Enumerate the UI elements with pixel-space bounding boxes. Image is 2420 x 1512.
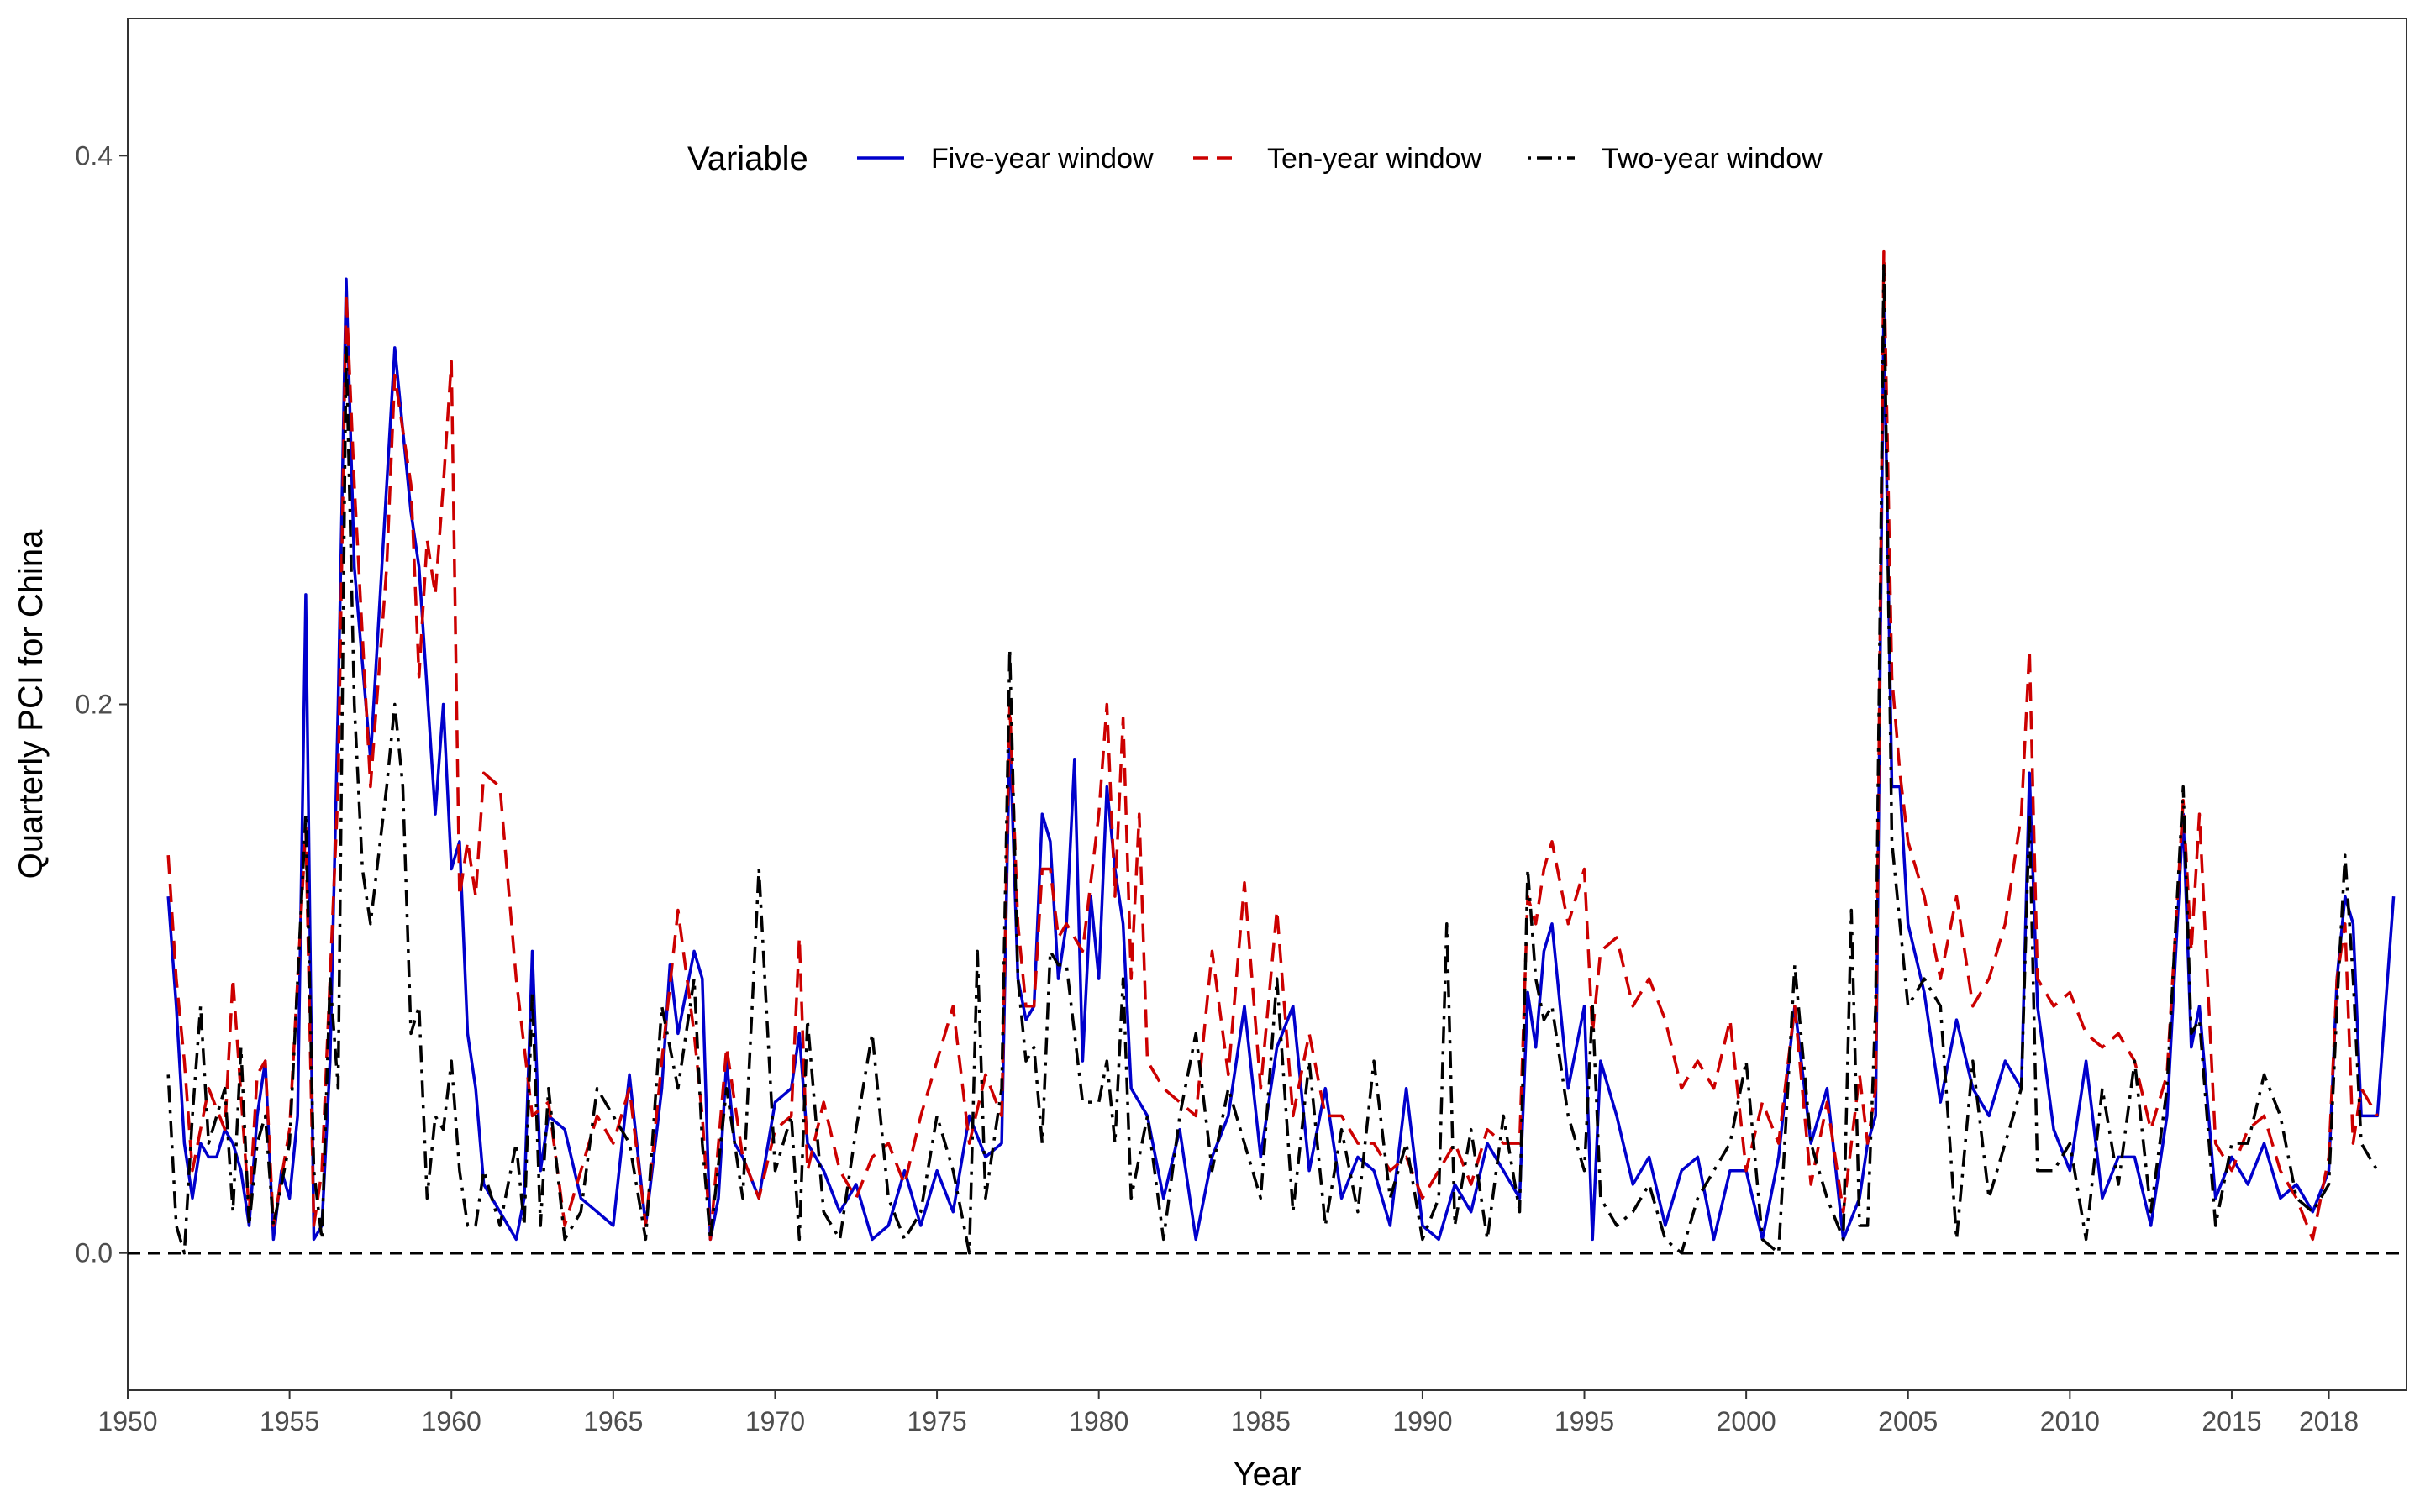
y-axis-title: Quarterly PCI for China bbox=[13, 529, 50, 879]
x-tick-label: 1980 bbox=[1069, 1406, 1128, 1436]
legend-label-2: Two-year window bbox=[1602, 143, 1823, 175]
x-tick-label: 1965 bbox=[583, 1406, 643, 1436]
legend-label-0: Five-year window bbox=[931, 143, 1154, 175]
x-axis: 1950 1955 1960 1965 1970 1975 1980 1985 1990 1995… bbox=[97, 1390, 2359, 1436]
y-axis: 0.0 0.2 0.4 bbox=[76, 140, 128, 1268]
x-tick-label: 2005 bbox=[1878, 1406, 1938, 1436]
legend: Variable Five-year window Ten-year window… bbox=[687, 140, 1823, 177]
x-tick-label: 1990 bbox=[1392, 1406, 1452, 1436]
y-tick-label: 0.0 bbox=[76, 1238, 113, 1268]
x-tick-label: 1970 bbox=[745, 1406, 805, 1436]
x-tick-label: 2000 bbox=[1717, 1406, 1776, 1436]
x-tick-label: 2010 bbox=[2040, 1406, 2100, 1436]
legend-title: Variable bbox=[687, 140, 808, 177]
x-tick-label: 1995 bbox=[1555, 1406, 1614, 1436]
x-tick-label: 1975 bbox=[907, 1406, 966, 1436]
x-axis-title: Year bbox=[1234, 1456, 1302, 1493]
x-tick-label: 2018 bbox=[2299, 1406, 2359, 1436]
legend-label-1: Ten-year window bbox=[1267, 143, 1482, 175]
x-tick-label: 1950 bbox=[97, 1406, 157, 1436]
series-layer bbox=[166, 249, 2396, 1255]
y-tick-label: 0.4 bbox=[76, 140, 113, 171]
series-line-1 bbox=[166, 249, 2379, 1242]
series-line-2 bbox=[166, 264, 2379, 1255]
y-tick-label: 0.2 bbox=[76, 690, 113, 720]
x-tick-label: 1960 bbox=[422, 1406, 481, 1436]
x-tick-label: 2015 bbox=[2202, 1406, 2261, 1436]
x-tick-label: 1985 bbox=[1231, 1406, 1291, 1436]
plot-panel bbox=[127, 18, 2407, 1391]
series-line-0 bbox=[166, 277, 2396, 1242]
x-tick-label: 1955 bbox=[260, 1406, 319, 1436]
